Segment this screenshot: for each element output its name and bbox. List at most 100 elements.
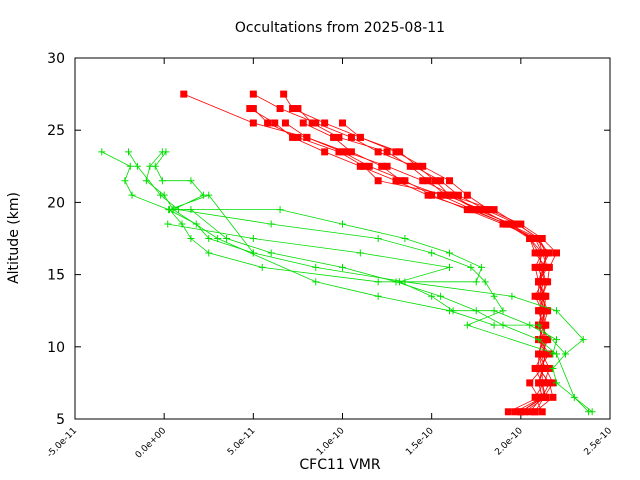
data-point (133, 162, 141, 170)
data-point (374, 148, 382, 156)
data-point (531, 364, 539, 372)
data-point (538, 321, 546, 329)
data-point (397, 177, 405, 185)
data-point (517, 408, 525, 416)
data-point (467, 263, 475, 271)
data-point (446, 191, 453, 199)
data-point (356, 133, 364, 141)
data-point (392, 177, 400, 185)
data-point (121, 177, 129, 185)
x-tick-label: 0.0e+00 (134, 426, 169, 461)
data-point (374, 278, 382, 286)
data-point (356, 162, 364, 170)
data-point (490, 321, 498, 329)
data-point (545, 350, 553, 358)
data-point (187, 177, 195, 185)
data-point (535, 278, 543, 286)
data-point (490, 292, 498, 300)
data-point (542, 278, 550, 286)
data-point (419, 162, 427, 170)
data-point (378, 162, 386, 170)
data-point (374, 235, 382, 242)
data-point (312, 263, 320, 271)
data-point (169, 206, 177, 214)
data-point (535, 235, 543, 242)
data-point (446, 249, 453, 257)
data-point (276, 105, 284, 113)
green-profile-9 (98, 148, 596, 416)
data-point (442, 191, 450, 199)
data-point (463, 206, 471, 214)
data-point (520, 408, 528, 416)
data-point (490, 206, 498, 214)
data-point (437, 292, 445, 300)
data-point (249, 105, 257, 113)
data-point (499, 307, 507, 315)
data-point (463, 321, 471, 329)
data-point (542, 321, 550, 329)
data-point (267, 249, 275, 257)
data-point (401, 235, 409, 242)
data-point (142, 177, 150, 185)
data-point (312, 278, 320, 286)
data-point (339, 263, 346, 271)
data-point (437, 191, 445, 199)
data-point (540, 364, 548, 372)
x-tick-label: 2.0e-10 (493, 426, 525, 458)
series-line (556, 353, 589, 413)
data-point (485, 206, 493, 214)
data-point (570, 393, 578, 401)
data-point (437, 177, 445, 185)
data-point (289, 133, 297, 141)
data-point (428, 249, 436, 257)
data-point (472, 278, 480, 286)
series-layer (98, 90, 596, 416)
data-point (469, 206, 477, 214)
data-point (342, 148, 350, 156)
data-point (531, 263, 539, 271)
data-point (545, 364, 553, 372)
data-point (478, 206, 486, 214)
data-point (335, 148, 343, 156)
data-point (151, 162, 159, 170)
series-line (283, 93, 557, 413)
series-line (101, 151, 593, 413)
data-point (531, 292, 539, 300)
data-point (126, 162, 134, 170)
red-profile-2 (280, 90, 560, 416)
data-point (553, 350, 560, 358)
data-point (271, 119, 279, 127)
series-line (167, 223, 557, 355)
green-profile-10 (125, 148, 560, 358)
y-tick-label: 15 (47, 268, 65, 284)
data-point (531, 393, 539, 401)
data-point (531, 249, 539, 257)
data-point (535, 379, 543, 387)
data-point (531, 235, 539, 242)
data-point (396, 148, 404, 156)
axis-ticks: -5.0e-11 0.0e+00 5.0e-11 1.0e-10 1.5e-10 2.0e… (45, 51, 614, 461)
data-point (205, 191, 213, 199)
data-point (538, 393, 546, 401)
data-point (449, 191, 457, 199)
data-point (553, 379, 560, 387)
data-point (158, 177, 166, 185)
data-point (187, 235, 195, 242)
data-point (347, 133, 355, 141)
data-point (538, 379, 546, 387)
data-point (339, 220, 346, 228)
data-point (249, 119, 257, 127)
data-point (267, 220, 275, 228)
data-point (535, 350, 543, 358)
data-point (545, 379, 553, 387)
data-point (553, 249, 560, 257)
data-point (504, 408, 512, 416)
data-point (98, 148, 106, 156)
data-point (542, 336, 550, 344)
x-tick-label: 5.0e-11 (226, 426, 258, 458)
data-point (396, 278, 404, 286)
data-point (299, 119, 307, 127)
data-point (446, 263, 453, 271)
data-point (535, 263, 543, 271)
